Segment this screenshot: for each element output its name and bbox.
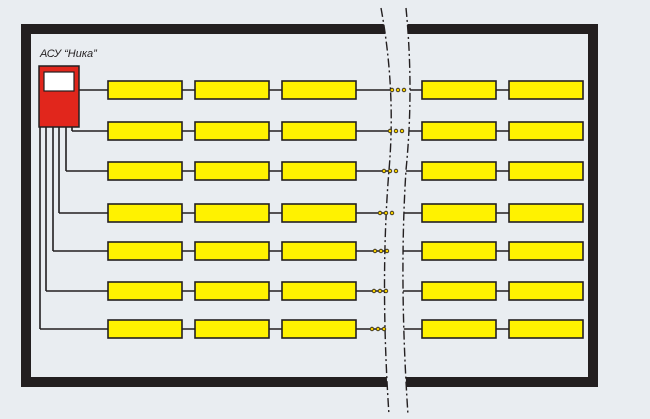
continuation-dots-group [369, 87, 407, 332]
continuation-dot [387, 168, 393, 174]
light-fixture [421, 319, 497, 339]
continuation-dot [371, 288, 377, 294]
light-fixture [107, 281, 183, 301]
continuation-dot [381, 326, 387, 332]
light-fixture [281, 203, 357, 223]
light-fixture [508, 121, 584, 141]
break-line-right [402, 7, 411, 416]
light-fixture [508, 281, 584, 301]
light-fixture [281, 281, 357, 301]
light-fixture [281, 121, 357, 141]
continuation-dot [395, 87, 401, 93]
continuation-dot [378, 248, 384, 254]
continuation-dot [383, 288, 389, 294]
light-fixture [281, 161, 357, 181]
continuation-dot [389, 87, 395, 93]
light-fixture [281, 241, 357, 261]
break-gap [381, 8, 410, 415]
light-fixture [194, 241, 270, 261]
controller-cabinet-icon [38, 65, 80, 128]
light-fixture [194, 203, 270, 223]
light-fixture [194, 281, 270, 301]
continuation-dot [399, 128, 405, 134]
light-fixture [194, 121, 270, 141]
continuation-dot [375, 326, 381, 332]
light-fixture [421, 80, 497, 100]
light-fixture [421, 161, 497, 181]
light-fixture [508, 241, 584, 261]
light-fixture [421, 203, 497, 223]
light-fixture [194, 319, 270, 339]
controller-label: АСУ “Ника” [39, 48, 98, 60]
light-fixture [107, 121, 183, 141]
continuation-dot [372, 248, 378, 254]
continuation-dot [389, 210, 395, 216]
light-fixture [107, 241, 183, 261]
continuation-dot [383, 210, 389, 216]
light-fixture [281, 319, 357, 339]
continuation-dot [393, 168, 399, 174]
light-fixture [508, 161, 584, 181]
light-fixture [281, 80, 357, 100]
light-fixture [508, 203, 584, 223]
fixtures-group [107, 80, 584, 339]
light-fixture [107, 80, 183, 100]
light-fixture [194, 80, 270, 100]
light-fixture [421, 121, 497, 141]
building-frame [21, 24, 598, 387]
continuation-dot [401, 87, 407, 93]
continuation-dot [377, 210, 383, 216]
controller-screen [43, 71, 75, 92]
break-line-left [380, 7, 392, 416]
light-fixture [107, 203, 183, 223]
light-fixture [421, 241, 497, 261]
light-fixture [508, 319, 584, 339]
light-fixture [194, 161, 270, 181]
light-fixture [107, 161, 183, 181]
continuation-dot [384, 248, 390, 254]
continuation-dot [377, 288, 383, 294]
light-fixture [508, 80, 584, 100]
light-fixture [421, 281, 497, 301]
continuation-dot [381, 168, 387, 174]
continuation-dot [393, 128, 399, 134]
continuation-dot [369, 326, 375, 332]
continuation-dot [387, 128, 393, 134]
light-fixture [107, 319, 183, 339]
